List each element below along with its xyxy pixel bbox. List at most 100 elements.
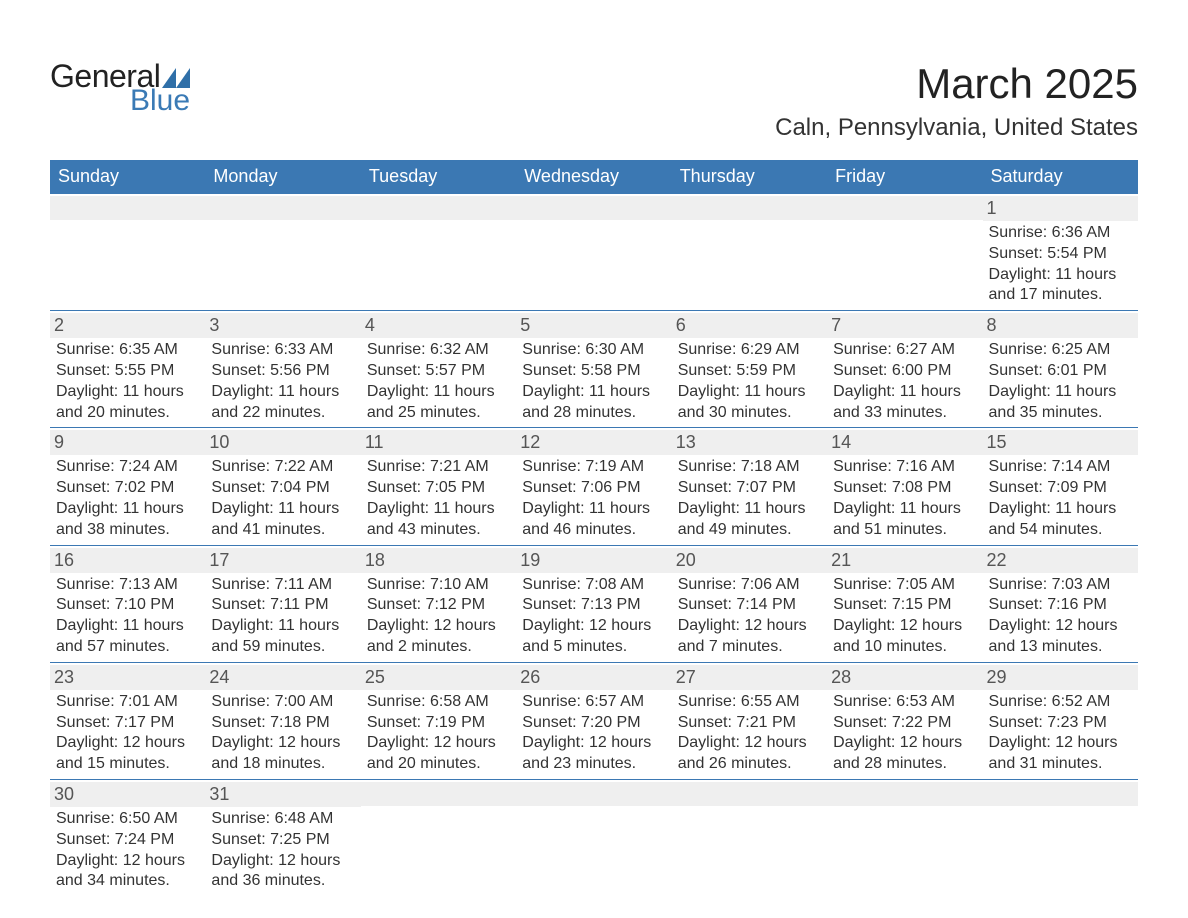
- calendar-cell: [361, 779, 516, 896]
- cell-daylight2: and 54 minutes.: [989, 520, 1132, 541]
- cell-daylight1: Daylight: 12 hours: [989, 733, 1132, 754]
- cell-daylight2: and 49 minutes.: [678, 520, 821, 541]
- day-number: 9: [50, 430, 205, 455]
- day-number: 3: [205, 313, 360, 338]
- calendar-cell: [516, 193, 671, 310]
- day-header-mon: Monday: [205, 160, 360, 193]
- calendar-cell: 22Sunrise: 7:03 AMSunset: 7:16 PMDayligh…: [983, 545, 1138, 662]
- cell-daylight1: Daylight: 12 hours: [833, 733, 976, 754]
- calendar-cell: 12Sunrise: 7:19 AMSunset: 7:06 PMDayligh…: [516, 427, 671, 544]
- cell-daylight2: and 34 minutes.: [56, 871, 199, 892]
- calendar-cell: 27Sunrise: 6:55 AMSunset: 7:21 PMDayligh…: [672, 662, 827, 779]
- cell-daylight2: and 23 minutes.: [522, 754, 665, 775]
- cell-daylight1: Daylight: 11 hours: [211, 382, 354, 403]
- cell-sunrise: Sunrise: 7:19 AM: [522, 457, 665, 478]
- cell-daylight2: and 20 minutes.: [367, 754, 510, 775]
- cell-daylight2: and 28 minutes.: [522, 403, 665, 424]
- cell-daylight1: Daylight: 12 hours: [56, 733, 199, 754]
- spacer: [678, 222, 821, 306]
- cell-daylight1: Daylight: 11 hours: [522, 499, 665, 520]
- top-bar: General Blue March 2025 Caln, Pennsylvan…: [50, 60, 1138, 142]
- calendar-cell: [672, 779, 827, 896]
- cell-sunset: Sunset: 7:07 PM: [678, 478, 821, 499]
- logo: General Blue: [50, 60, 190, 116]
- day-number: 1: [983, 196, 1138, 221]
- day-number: 4: [361, 313, 516, 338]
- cell-daylight1: Daylight: 11 hours: [56, 616, 199, 637]
- calendar-cell: 1Sunrise: 6:36 AMSunset: 5:54 PMDaylight…: [983, 193, 1138, 310]
- empty-day-bar: [672, 196, 827, 220]
- cell-sunset: Sunset: 6:00 PM: [833, 361, 976, 382]
- calendar-cell: 19Sunrise: 7:08 AMSunset: 7:13 PMDayligh…: [516, 545, 671, 662]
- day-number: 24: [205, 665, 360, 690]
- week-row: 1Sunrise: 6:36 AMSunset: 5:54 PMDaylight…: [50, 193, 1138, 310]
- cell-sunset: Sunset: 7:05 PM: [367, 478, 510, 499]
- cell-sunrise: Sunrise: 6:33 AM: [211, 340, 354, 361]
- cell-sunset: Sunset: 7:23 PM: [989, 713, 1132, 734]
- cell-daylight1: Daylight: 12 hours: [367, 616, 510, 637]
- cell-daylight2: and 25 minutes.: [367, 403, 510, 424]
- empty-day-bar: [983, 782, 1138, 806]
- cell-sunset: Sunset: 7:10 PM: [56, 595, 199, 616]
- cell-sunrise: Sunrise: 7:05 AM: [833, 575, 976, 596]
- cell-daylight2: and 57 minutes.: [56, 637, 199, 658]
- day-number: 17: [205, 548, 360, 573]
- calendar: Sunday Monday Tuesday Wednesday Thursday…: [50, 160, 1138, 896]
- cell-sunset: Sunset: 7:18 PM: [211, 713, 354, 734]
- day-number: 28: [827, 665, 982, 690]
- cell-sunrise: Sunrise: 6:35 AM: [56, 340, 199, 361]
- cell-sunset: Sunset: 7:24 PM: [56, 830, 199, 851]
- day-number: 5: [516, 313, 671, 338]
- cell-sunset: Sunset: 5:55 PM: [56, 361, 199, 382]
- calendar-cell: 28Sunrise: 6:53 AMSunset: 7:22 PMDayligh…: [827, 662, 982, 779]
- cell-sunset: Sunset: 7:25 PM: [211, 830, 354, 851]
- cell-sunrise: Sunrise: 6:50 AM: [56, 809, 199, 830]
- day-number: 20: [672, 548, 827, 573]
- cell-daylight2: and 5 minutes.: [522, 637, 665, 658]
- cell-sunset: Sunset: 7:06 PM: [522, 478, 665, 499]
- week-row: 2Sunrise: 6:35 AMSunset: 5:55 PMDaylight…: [50, 310, 1138, 427]
- day-number: 10: [205, 430, 360, 455]
- cell-sunrise: Sunrise: 7:01 AM: [56, 692, 199, 713]
- day-number: 14: [827, 430, 982, 455]
- day-number: 7: [827, 313, 982, 338]
- day-number: 18: [361, 548, 516, 573]
- cell-sunset: Sunset: 7:09 PM: [989, 478, 1132, 499]
- spacer: [367, 222, 510, 306]
- cell-daylight2: and 7 minutes.: [678, 637, 821, 658]
- day-number: 31: [205, 782, 360, 807]
- calendar-cell: 15Sunrise: 7:14 AMSunset: 7:09 PMDayligh…: [983, 427, 1138, 544]
- cell-sunset: Sunset: 7:08 PM: [833, 478, 976, 499]
- calendar-cell: 13Sunrise: 7:18 AMSunset: 7:07 PMDayligh…: [672, 427, 827, 544]
- cell-daylight1: Daylight: 12 hours: [211, 851, 354, 872]
- cell-daylight2: and 30 minutes.: [678, 403, 821, 424]
- cell-sunrise: Sunrise: 6:53 AM: [833, 692, 976, 713]
- cell-sunrise: Sunrise: 6:55 AM: [678, 692, 821, 713]
- weeks-container: 1Sunrise: 6:36 AMSunset: 5:54 PMDaylight…: [50, 193, 1138, 896]
- cell-daylight1: Daylight: 11 hours: [367, 499, 510, 520]
- empty-day-bar: [50, 196, 205, 220]
- week-row: 23Sunrise: 7:01 AMSunset: 7:17 PMDayligh…: [50, 662, 1138, 779]
- cell-daylight1: Daylight: 12 hours: [678, 616, 821, 637]
- cell-daylight1: Daylight: 11 hours: [56, 382, 199, 403]
- empty-day-bar: [672, 782, 827, 806]
- cell-daylight2: and 35 minutes.: [989, 403, 1132, 424]
- day-number: 12: [516, 430, 671, 455]
- day-number: 30: [50, 782, 205, 807]
- cell-sunrise: Sunrise: 7:10 AM: [367, 575, 510, 596]
- cell-sunrise: Sunrise: 7:14 AM: [989, 457, 1132, 478]
- cell-sunrise: Sunrise: 6:27 AM: [833, 340, 976, 361]
- cell-sunset: Sunset: 7:12 PM: [367, 595, 510, 616]
- calendar-cell: 3Sunrise: 6:33 AMSunset: 5:56 PMDaylight…: [205, 310, 360, 427]
- calendar-cell: 20Sunrise: 7:06 AMSunset: 7:14 PMDayligh…: [672, 545, 827, 662]
- cell-sunrise: Sunrise: 6:36 AM: [989, 223, 1132, 244]
- calendar-cell: 30Sunrise: 6:50 AMSunset: 7:24 PMDayligh…: [50, 779, 205, 896]
- calendar-cell: 26Sunrise: 6:57 AMSunset: 7:20 PMDayligh…: [516, 662, 671, 779]
- day-number: 13: [672, 430, 827, 455]
- day-number: 16: [50, 548, 205, 573]
- calendar-cell: 17Sunrise: 7:11 AMSunset: 7:11 PMDayligh…: [205, 545, 360, 662]
- day-number: 11: [361, 430, 516, 455]
- day-header-sun: Sunday: [50, 160, 205, 193]
- cell-sunset: Sunset: 7:20 PM: [522, 713, 665, 734]
- calendar-cell: [827, 779, 982, 896]
